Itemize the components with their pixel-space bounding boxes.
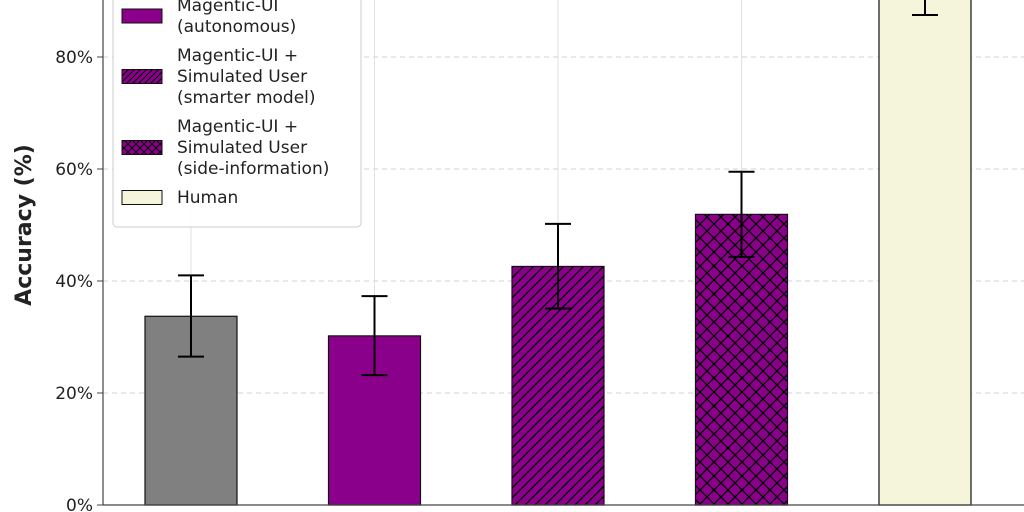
legend-label: Magentic-UI +: [177, 46, 298, 66]
legend-label: Magentic-UI: [177, 0, 278, 16]
bar: [694, 213, 789, 506]
y-tick-label: 20%: [55, 384, 93, 404]
y-tick-label: 80%: [55, 48, 93, 68]
legend-swatch: [121, 190, 163, 205]
legend-box: [112, 0, 362, 228]
legend-label: Human: [177, 188, 238, 208]
legend-swatch: [121, 69, 163, 84]
legend-label: (side-information): [177, 159, 329, 179]
y-axis-label: Accuracy (%): [12, 144, 37, 306]
legend-swatch: [121, 140, 163, 155]
bar: [878, 0, 972, 506]
y-tick-label: 60%: [55, 160, 93, 180]
y-tick-label: 40%: [55, 272, 93, 292]
legend: Magentic-UI(autonomous)Magentic-UI +Simu…: [112, 0, 362, 228]
legend-label: (smarter model): [177, 88, 316, 108]
legend-label: Magentic-UI +: [177, 117, 298, 137]
axis-layer: 0% 20% 40% 60% 80%: [55, 0, 1024, 512]
y-tick-label: 0%: [66, 496, 93, 512]
legend-label: (autonomous): [177, 17, 296, 37]
legend-swatch: [121, 8, 163, 24]
bars-layer: [144, 0, 972, 506]
legend-label: Simulated User: [177, 138, 307, 158]
legend-label: Simulated User: [177, 67, 307, 87]
